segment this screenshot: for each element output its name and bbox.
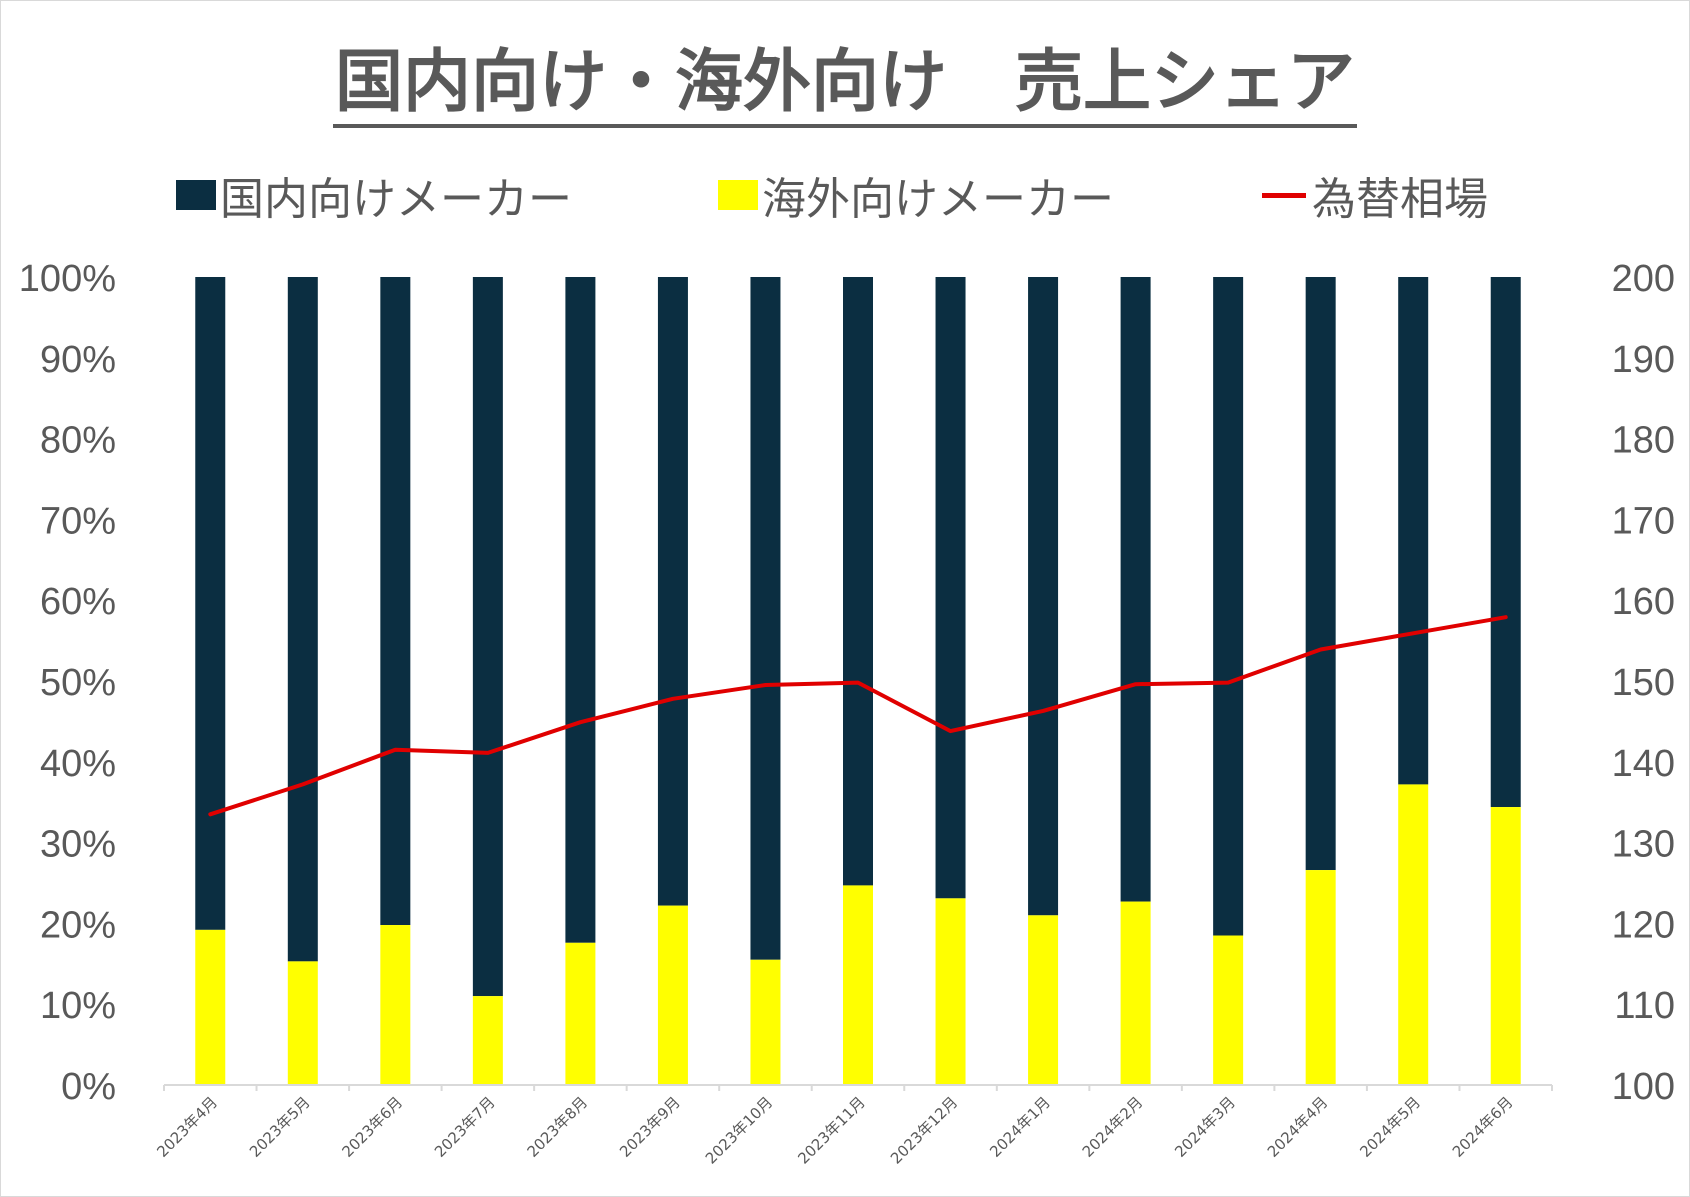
- bar-overseas: [935, 898, 966, 1085]
- bar-domestic: [195, 277, 226, 930]
- bar-domestic: [1213, 277, 1244, 936]
- y-right-tick-label: 110: [1614, 985, 1675, 1027]
- bar-overseas: [1305, 870, 1336, 1085]
- legend-swatch-fx: [1262, 192, 1306, 198]
- fx-line: [208, 615, 1508, 817]
- bar-domestic: [1305, 277, 1336, 871]
- x-tick-label: 2024年2月: [1079, 1093, 1147, 1161]
- x-tick-label: 2024年6月: [1449, 1093, 1517, 1161]
- bar-domestic: [657, 277, 688, 906]
- legend: 国内向けメーカー 海外向けメーカー 為替相場: [0, 165, 1690, 225]
- y-left-tick-label: 90%: [40, 339, 116, 381]
- legend-item-fx: 為替相場: [1262, 165, 1488, 225]
- bar-domestic: [935, 277, 966, 899]
- y-right-tick-label: 120: [1612, 904, 1675, 946]
- legend-item-domestic: 国内向けメーカー: [176, 165, 572, 225]
- bar-overseas: [843, 885, 873, 1085]
- y-right-tick-label: 140: [1612, 743, 1675, 785]
- y-left-tick-label: 60%: [40, 581, 116, 623]
- bar-overseas: [657, 905, 688, 1085]
- y-left-tick-label: 100%: [19, 258, 116, 300]
- bar-overseas: [287, 961, 318, 1085]
- y-left-tick-label: 50%: [40, 662, 116, 704]
- y-left-tick-label: 30%: [40, 824, 116, 866]
- bar-domestic: [287, 277, 318, 962]
- chart-title-text: 国内向け・海外向け 売上シェア: [332, 43, 1357, 128]
- bar-domestic: [1028, 277, 1059, 916]
- y-right-tick-label: 130: [1612, 824, 1675, 866]
- x-tick-label: 2024年3月: [1171, 1093, 1239, 1161]
- legend-swatch-domestic: [176, 180, 216, 210]
- x-tick-label: 2023年8月: [524, 1093, 592, 1161]
- legend-label-fx: 為替相場: [1312, 174, 1488, 225]
- y-right-tick-label: 180: [1612, 420, 1675, 462]
- bar-overseas: [1490, 807, 1521, 1085]
- bar-domestic: [565, 277, 596, 943]
- y-left-tick-label: 80%: [40, 420, 116, 462]
- x-tick-label: 2023年12月: [887, 1093, 961, 1167]
- bar-overseas: [472, 996, 503, 1085]
- bar-overseas: [1213, 935, 1244, 1085]
- x-tick-label: 2023年4月: [153, 1093, 221, 1161]
- y-left-tick-label: 20%: [40, 904, 116, 946]
- chart-title: 国内向け・海外向け 売上シェア: [0, 38, 1690, 128]
- y-right-tick-label: 100: [1612, 1066, 1675, 1108]
- x-tick-label: 2023年6月: [338, 1093, 406, 1161]
- bar-domestic: [380, 277, 411, 926]
- bar-domestic: [1490, 277, 1521, 808]
- x-tick-label: 2023年10月: [702, 1093, 776, 1167]
- bar-domestic: [843, 277, 873, 886]
- x-tick-label: 2023年5月: [246, 1093, 314, 1161]
- bar-overseas: [380, 925, 411, 1085]
- y-right-tick-label: 200: [1612, 258, 1675, 300]
- x-tick-label: 2024年1月: [986, 1093, 1054, 1161]
- bar-domestic: [472, 277, 503, 997]
- y-left-tick-label: 0%: [61, 1066, 116, 1108]
- bar-overseas: [195, 929, 226, 1085]
- x-tick-label: 2023年7月: [431, 1093, 499, 1161]
- bar-overseas: [1120, 901, 1151, 1085]
- bar-overseas: [750, 959, 781, 1085]
- y-right-tick-label: 170: [1612, 500, 1675, 542]
- bar-overseas: [565, 942, 596, 1085]
- y-left-tick-label: 70%: [40, 500, 116, 542]
- y-left-tick-label: 10%: [40, 985, 116, 1027]
- y-left-tick-label: 40%: [40, 743, 116, 785]
- y-right-tick-label: 190: [1612, 339, 1675, 381]
- x-tick-label: 2023年9月: [616, 1093, 684, 1161]
- x-tick-label: 2024年5月: [1356, 1093, 1424, 1161]
- x-tick-label: 2024年4月: [1264, 1093, 1332, 1161]
- bar-domestic: [1120, 277, 1151, 902]
- x-tick-label: 2023年11月: [794, 1093, 868, 1167]
- y-right-tick-label: 160: [1612, 581, 1675, 623]
- legend-swatch-overseas: [718, 180, 758, 210]
- bar-domestic: [750, 277, 781, 960]
- bar-overseas: [1398, 784, 1429, 1085]
- bar-overseas: [1028, 915, 1059, 1085]
- legend-label-domestic: 国内向けメーカー: [220, 174, 572, 225]
- y-right-tick-label: 150: [1612, 662, 1675, 704]
- bar-domestic: [1398, 277, 1429, 785]
- legend-item-overseas: 海外向けメーカー: [718, 165, 1114, 225]
- legend-label-overseas: 海外向けメーカー: [762, 174, 1114, 225]
